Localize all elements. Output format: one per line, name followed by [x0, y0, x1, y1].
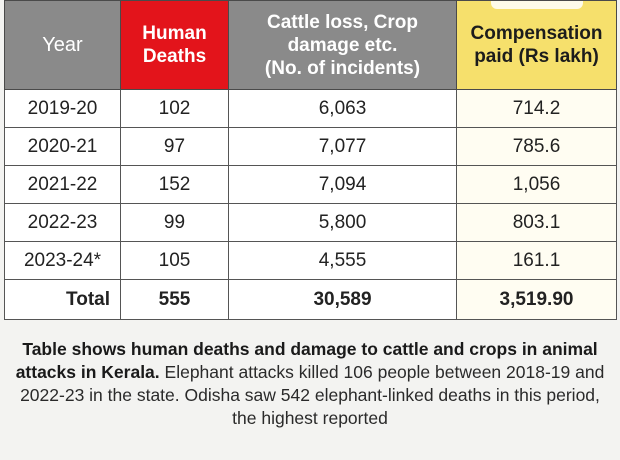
- cell-deaths: 102: [120, 89, 229, 128]
- header-cattle-loss-line: damage etc.: [287, 34, 398, 56]
- cell-incidents: 7,094: [228, 165, 457, 204]
- cell-compensation: 1,056: [456, 165, 617, 204]
- total-deaths: 555: [120, 279, 229, 320]
- cell-incidents: 5,800: [228, 203, 457, 242]
- table-row: 2019-20 102 6,063 714.2: [4, 89, 617, 128]
- caption: Table shows human deaths and damage to c…: [10, 338, 610, 430]
- cell-incidents: 7,077: [228, 127, 457, 166]
- table-row: 2020-21 97 7,077 785.6: [4, 127, 617, 166]
- cell-incidents: 4,555: [228, 241, 457, 280]
- cell-year: 2019-20: [4, 89, 121, 128]
- header-human-deaths-line: Human: [142, 23, 207, 44]
- cell-year: 2023-24*: [4, 241, 121, 280]
- header-compensation: Compensation paid (Rs lakh): [456, 0, 617, 90]
- cell-compensation: 803.1: [456, 203, 617, 242]
- total-compensation: 3,519.90: [456, 279, 617, 320]
- header-cattle-loss-line: (No. of incidents): [264, 57, 421, 79]
- header-tab-decoration: [490, 1, 583, 9]
- cell-deaths: 152: [120, 165, 229, 204]
- cell-deaths: 105: [120, 241, 229, 280]
- header-compensation-line: Compensation: [470, 23, 603, 44]
- table-row: 2023-24* 105 4,555 161.1: [4, 241, 617, 280]
- cell-incidents: 6,063: [228, 89, 457, 128]
- cell-deaths: 99: [120, 203, 229, 242]
- header-cattle-loss: Cattle loss, Crop damage etc. (No. of in…: [228, 0, 457, 90]
- header-cattle-loss-line: Cattle loss, Crop: [267, 11, 418, 33]
- header-row: Year Human Deaths Cattle loss, Crop dama…: [4, 0, 617, 90]
- caption-lead: Table shows human deaths and damage to c…: [15, 339, 598, 382]
- total-incidents: 30,589: [228, 279, 457, 320]
- cell-compensation: 161.1: [456, 241, 617, 280]
- cell-compensation: 785.6: [456, 127, 617, 166]
- cell-year: 2020-21: [4, 127, 121, 166]
- table-row: 2021-22 152 7,094 1,056: [4, 165, 617, 204]
- caption-body: Elephant attacks killed 106 people betwe…: [20, 362, 605, 428]
- header-year: Year: [4, 0, 121, 90]
- header-human-deaths-line: Deaths: [142, 46, 207, 67]
- cell-year: 2022-23: [4, 203, 121, 242]
- table-row: 2022-23 99 5,800 803.1: [4, 203, 617, 242]
- total-label: Total: [4, 279, 121, 320]
- data-table: Year Human Deaths Cattle loss, Crop dama…: [4, 0, 617, 320]
- cell-compensation: 714.2: [456, 89, 617, 128]
- total-row: Total 555 30,589 3,519.90: [4, 279, 617, 320]
- header-compensation-line: paid (Rs lakh): [474, 46, 599, 67]
- cell-year: 2021-22: [4, 165, 121, 204]
- cell-deaths: 97: [120, 127, 229, 166]
- header-human-deaths: Human Deaths: [120, 0, 229, 90]
